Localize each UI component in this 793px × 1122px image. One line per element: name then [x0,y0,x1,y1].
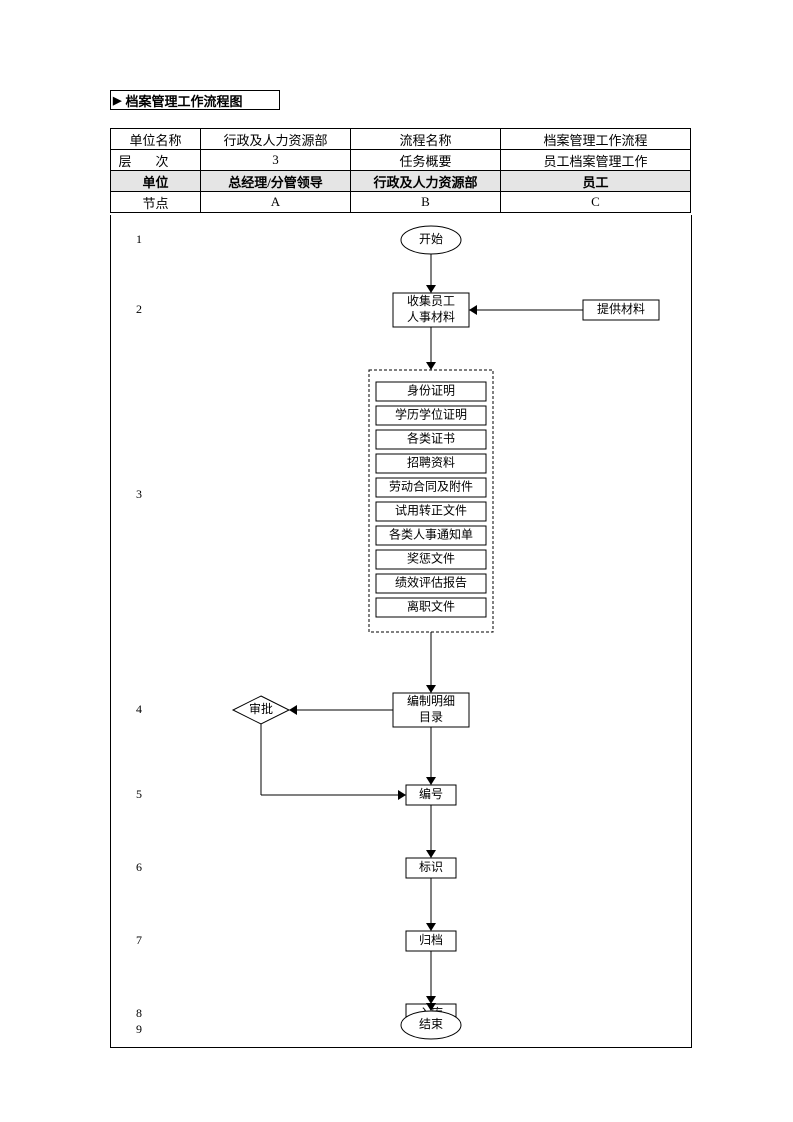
svg-text:开始: 开始 [419,232,443,246]
flowchart-area: 1 2 3 4 5 6 7 8 9 开始收集员工人事材料 提供材料身份证明学历学位证明各类证书招聘资… [110,215,692,1048]
header-table: 单位名称 行政及人力资源部 流程名称 档案管理工作流程 层次 3 任务概要 员工… [110,128,691,213]
svg-text:3: 3 [136,487,142,501]
svg-text:6: 6 [136,860,142,874]
hdr-r4c1: 节点 [111,192,201,213]
svg-text:各类证书: 各类证书 [407,430,455,445]
hdr-r3c3: 行政及人力资源部 [351,171,501,192]
svg-text:各类人事通知单: 各类人事通知单 [389,526,473,541]
hdr-r2c4: 员工档案管理工作 [501,150,691,171]
hdr-r1c2: 行政及人力资源部 [201,129,351,150]
svg-text:绩效评估报告: 绩效评估报告 [395,574,467,589]
svg-text:收集员工: 收集员工 [407,293,455,308]
svg-text:人事材料: 人事材料 [407,310,455,324]
svg-text:目录: 目录 [419,710,443,724]
svg-text:审批: 审批 [249,701,273,716]
title-arrow-icon: ▶ [113,94,121,107]
svg-text:招聘资料: 招聘资料 [407,455,455,469]
hdr-r3c2: 总经理/分管领导 [201,171,351,192]
svg-text:1: 1 [136,232,142,246]
hdr-r4c4: C [501,192,691,213]
svg-text:标识: 标识 [419,860,443,874]
svg-text:5: 5 [136,787,142,801]
hdr-r2c3: 任务概要 [351,150,501,171]
svg-text:离职文件: 离职文件 [407,598,455,613]
hdr-r1c1: 单位名称 [111,129,201,150]
svg-text:4: 4 [136,702,142,716]
hdr-r4c3: B [351,192,501,213]
hdr-r1c4: 档案管理工作流程 [501,129,691,150]
svg-text:编制明细: 编制明细 [407,693,455,708]
svg-text:8: 8 [136,1006,142,1020]
svg-text:结束: 结束 [419,1017,443,1031]
svg-text:7: 7 [136,933,142,947]
hdr-r2c2: 3 [201,150,351,171]
svg-text:2: 2 [136,302,142,316]
svg-text:身份证明: 身份证明 [407,382,455,397]
svg-text:提供材料: 提供材料 [597,301,645,316]
svg-text:试用转正文件: 试用转正文件 [395,502,467,517]
title-text: 档案管理工作流程图 [125,91,242,110]
hdr-r4c2: A [201,192,351,213]
hdr-r2c1: 层次 [111,150,201,171]
svg-text:劳动合同及附件: 劳动合同及附件 [389,478,473,493]
svg-text:奖惩文件: 奖惩文件 [407,550,455,565]
svg-text:归档: 归档 [419,933,443,947]
svg-text:9: 9 [136,1022,142,1036]
hdr-r3c4: 员工 [501,171,691,192]
page-title: ▶ 档案管理工作流程图 [110,90,280,110]
hdr-r3c1: 单位 [111,171,201,192]
flowchart-svg: 1 2 3 4 5 6 7 8 9 开始收集员工人事材料 提供材料身份证明学历学位证明各类证书招聘资… [111,215,691,1047]
svg-text:学历学位证明: 学历学位证明 [395,406,467,421]
svg-text:编号: 编号 [419,786,443,801]
hdr-r1c3: 流程名称 [351,129,501,150]
